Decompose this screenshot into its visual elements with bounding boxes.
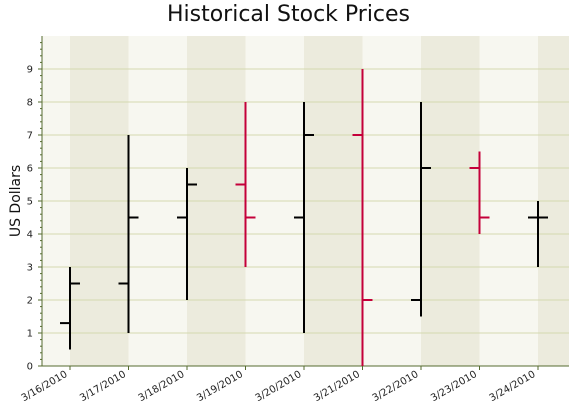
ohlc-bars (60, 69, 548, 366)
y-tick-label: 6 (27, 164, 33, 175)
ohlc-bar (177, 168, 197, 300)
x-tick-label: 3/24/2010 (488, 369, 538, 404)
x-tick-label: 3/16/2010 (20, 369, 70, 404)
ohlc-bar (411, 102, 431, 317)
ohlc-bar (294, 102, 314, 333)
ohlc-bar (528, 201, 548, 267)
ohlc-bar (60, 267, 80, 350)
x-tick-label: 3/23/2010 (429, 369, 479, 404)
ohlc-bar (469, 151, 490, 234)
y-tick-label: 7 (27, 131, 33, 142)
ohlc-bar (235, 102, 256, 267)
x-tick-label: 3/17/2010 (78, 369, 128, 404)
ohlc-bar (118, 135, 139, 333)
y-tick-label: 8 (27, 98, 33, 109)
y-axis-title: US Dollars (8, 165, 24, 237)
y-tick-label: 5 (27, 197, 33, 208)
y-tick-label: 0 (27, 362, 33, 373)
x-tick-label: 3/22/2010 (371, 369, 421, 404)
x-tick-label: 3/21/2010 (312, 369, 362, 404)
y-tick-label: 3 (27, 263, 33, 274)
x-tick-label: 3/20/2010 (254, 369, 304, 404)
y-tick-label: 4 (27, 230, 33, 241)
chart-title: Historical Stock Prices (166, 2, 411, 27)
ohlc-bar (352, 69, 373, 366)
x-tick-label: 3/18/2010 (137, 369, 187, 404)
x-tick-label: 3/19/2010 (195, 369, 245, 404)
y-tick-label: 9 (27, 65, 33, 76)
y-tick-label: 1 (27, 329, 33, 340)
y-axis-ticks: 0 1 2 3 4 5 6 7 8 9 (27, 42, 42, 373)
x-axis-ticks: 3/16/2010 3/17/2010 3/18/2010 3/19/2010 3/20… (20, 366, 539, 404)
y-tick-label: 2 (27, 296, 33, 307)
